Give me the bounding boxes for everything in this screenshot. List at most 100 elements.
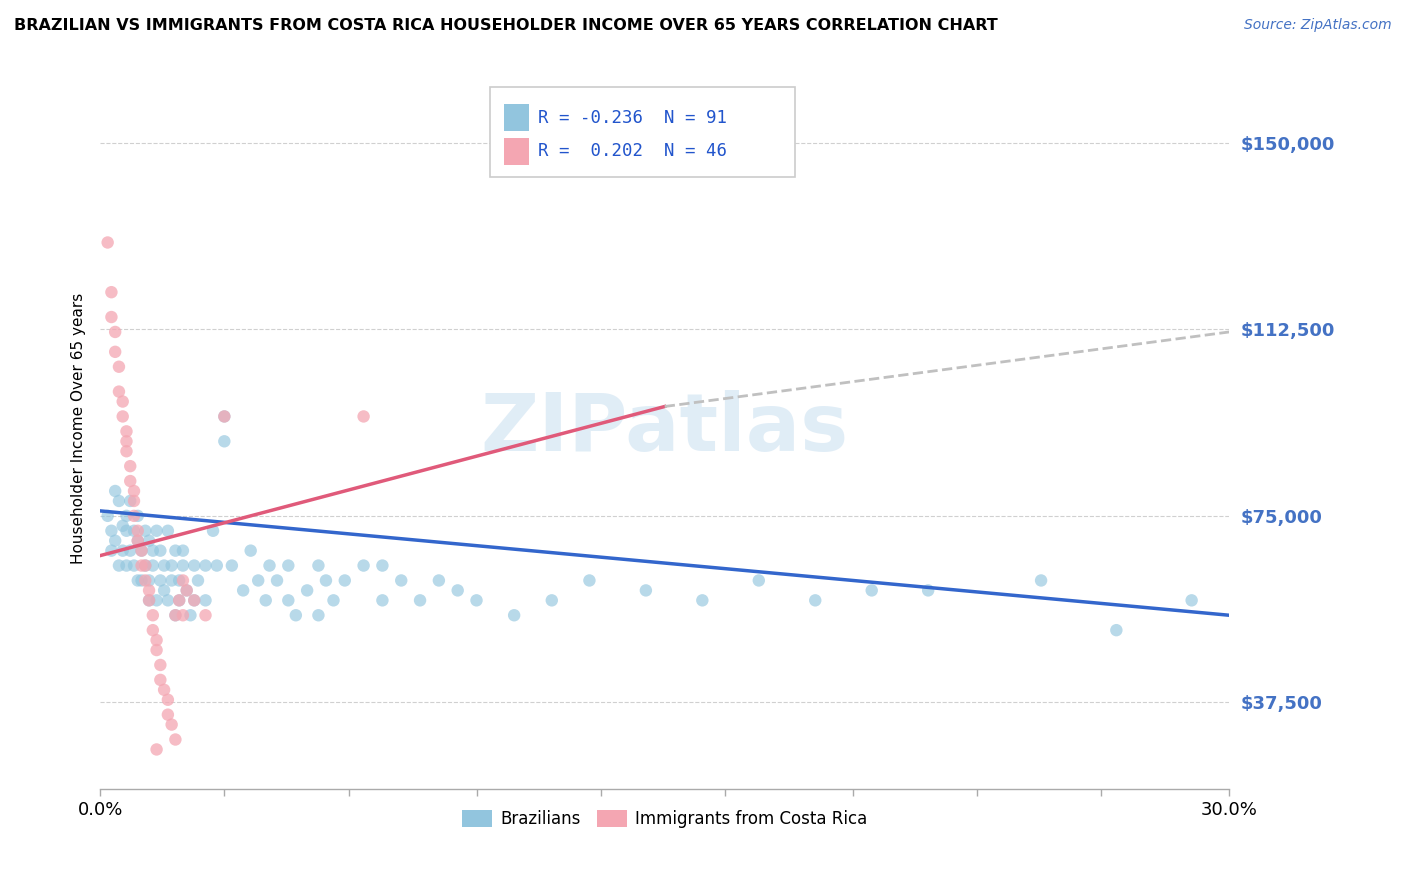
Point [153, 583, 176, 598]
Point [138, 533, 160, 548]
Point [149, 673, 172, 687]
Point [160, 558, 183, 573]
Point [409, 593, 432, 607]
Point [134, 574, 156, 588]
Y-axis label: Householder Income Over 65 years: Householder Income Over 65 years [72, 293, 86, 565]
Point [100, 285, 122, 300]
Point [122, 494, 145, 508]
Point [97, 508, 120, 523]
Point [100, 543, 122, 558]
Point [917, 583, 939, 598]
Point [172, 574, 194, 588]
Point [138, 593, 160, 607]
Point [115, 444, 138, 458]
Point [1029, 574, 1052, 588]
Point [127, 533, 149, 548]
Point [307, 558, 329, 573]
Point [194, 593, 217, 607]
Point [115, 434, 138, 449]
Bar [505, 103, 529, 131]
Point [183, 593, 205, 607]
Point [104, 483, 127, 498]
Point [156, 524, 179, 538]
Point [115, 558, 138, 573]
Point [100, 524, 122, 538]
Point [247, 574, 270, 588]
Point [353, 409, 375, 424]
Point [295, 583, 318, 598]
Point [804, 593, 827, 607]
Point [104, 325, 127, 339]
Point [145, 643, 167, 657]
Point [134, 558, 156, 573]
Point [202, 524, 225, 538]
Point [120, 494, 142, 508]
Point [353, 558, 375, 573]
Point [127, 533, 149, 548]
Point [176, 583, 198, 598]
Point [277, 558, 299, 573]
Point [277, 593, 299, 607]
Point [167, 574, 190, 588]
Bar [505, 137, 529, 165]
Point [131, 543, 153, 558]
Point [138, 593, 160, 607]
Point [142, 623, 165, 637]
Point [145, 742, 167, 756]
Point [122, 483, 145, 498]
Point [205, 558, 228, 573]
Point [111, 543, 134, 558]
Point [134, 558, 156, 573]
Point [578, 574, 600, 588]
Point [172, 608, 194, 623]
Point [214, 434, 236, 449]
Point [153, 558, 176, 573]
Point [160, 717, 183, 731]
Point [187, 574, 209, 588]
Point [138, 583, 160, 598]
Point [127, 524, 149, 538]
Point [131, 558, 153, 573]
Text: BRAZILIAN VS IMMIGRANTS FROM COSTA RICA HOUSEHOLDER INCOME OVER 65 YEARS CORRELA: BRAZILIAN VS IMMIGRANTS FROM COSTA RICA … [14, 18, 998, 33]
Point [145, 524, 167, 538]
Text: R =  0.202  N = 46: R = 0.202 N = 46 [538, 143, 727, 161]
Point [427, 574, 450, 588]
Point [692, 593, 714, 607]
Point [259, 558, 281, 573]
Point [371, 558, 394, 573]
Point [165, 608, 187, 623]
Point [142, 543, 165, 558]
Point [115, 425, 138, 439]
Point [179, 608, 201, 623]
Point [232, 583, 254, 598]
Point [221, 558, 243, 573]
Point [156, 593, 179, 607]
Point [138, 574, 160, 588]
Point [165, 543, 187, 558]
Point [149, 657, 172, 672]
Point [307, 608, 329, 623]
Point [172, 558, 194, 573]
Point [153, 682, 176, 697]
Point [142, 608, 165, 623]
Point [284, 608, 307, 623]
Text: R = -0.236  N = 91: R = -0.236 N = 91 [538, 109, 727, 127]
Point [145, 593, 167, 607]
Point [183, 593, 205, 607]
Point [111, 518, 134, 533]
Point [145, 633, 167, 648]
Point [156, 707, 179, 722]
Point [111, 394, 134, 409]
Point [194, 558, 217, 573]
Point [108, 384, 131, 399]
Point [860, 583, 883, 598]
Point [167, 593, 190, 607]
Point [127, 508, 149, 523]
Point [108, 494, 131, 508]
Point [165, 608, 187, 623]
Point [503, 608, 526, 623]
Point [214, 409, 236, 424]
Point [1105, 623, 1128, 637]
Text: Source: ZipAtlas.com: Source: ZipAtlas.com [1244, 18, 1392, 32]
Point [108, 558, 131, 573]
